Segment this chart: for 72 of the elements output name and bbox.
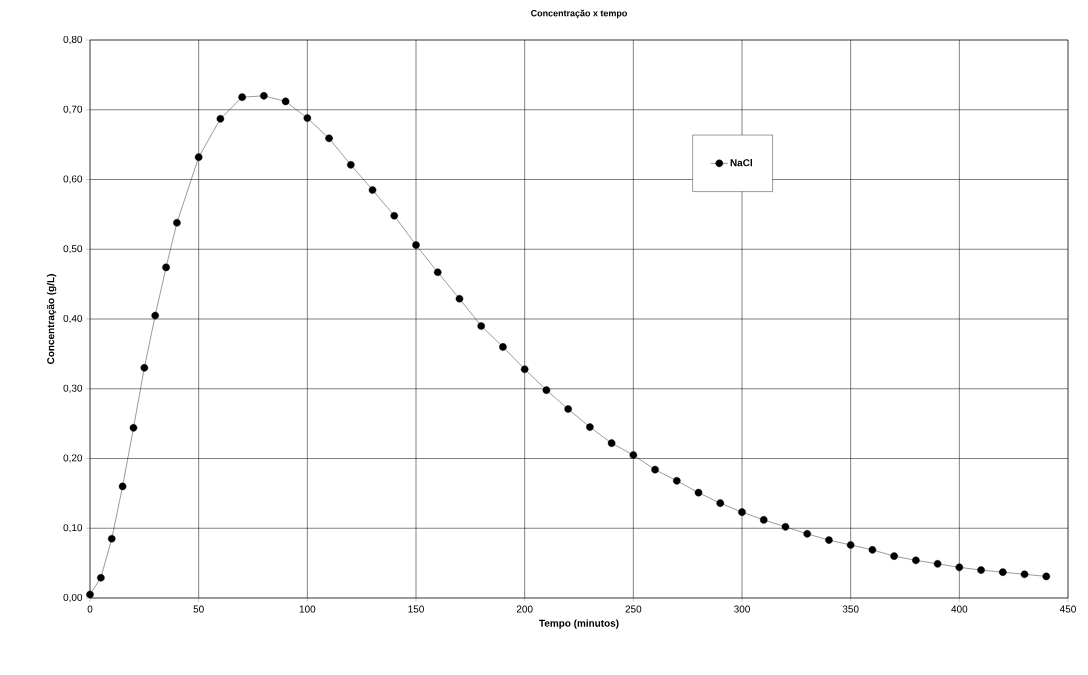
y-tick-label: 0,00 [63, 593, 83, 603]
point [86, 590, 94, 599]
y-tick-label: 0,20 [63, 454, 83, 463]
point [118, 482, 127, 491]
point [368, 186, 377, 194]
point [477, 322, 485, 330]
point [433, 268, 442, 277]
point [933, 560, 942, 568]
y-tick-label: 0,60 [63, 175, 83, 184]
point [759, 516, 768, 524]
point [129, 424, 138, 432]
x-tick-label: 450 [1059, 605, 1076, 613]
x-tick-label: 250 [625, 605, 642, 613]
point [97, 573, 105, 582]
point [890, 552, 898, 560]
x-tick-label: 150 [408, 605, 424, 613]
point [803, 530, 811, 538]
point [607, 439, 616, 447]
point [520, 365, 529, 373]
point [455, 294, 464, 303]
point [629, 451, 638, 459]
point [412, 241, 420, 249]
point [999, 568, 1007, 576]
legend-label: NaCl [730, 158, 752, 167]
y-tick-label: 0,10 [63, 524, 83, 533]
point [162, 263, 170, 272]
x-tick-label: 50 [193, 605, 204, 613]
point [825, 536, 833, 544]
chart-title: Concentração x tempo [531, 9, 627, 19]
point [955, 563, 964, 572]
x-tick-label: 400 [951, 605, 968, 613]
point [499, 343, 507, 351]
point [912, 556, 920, 565]
point [260, 92, 268, 100]
point [303, 114, 312, 122]
y-tick-label: 0,30 [63, 384, 83, 393]
point [542, 386, 551, 394]
x-tick-label: 300 [734, 605, 750, 613]
point [716, 499, 725, 507]
x-tick-label: 100 [299, 605, 316, 613]
point [173, 218, 181, 227]
y-tick-label: 0,80 [63, 35, 83, 45]
point [347, 161, 355, 169]
point [151, 311, 159, 320]
point [216, 115, 225, 123]
y-tick-label: 0,50 [63, 245, 83, 254]
y-tick-label: 0,40 [63, 314, 83, 324]
point [781, 523, 790, 531]
point [238, 93, 246, 101]
point [586, 423, 594, 431]
x-tick-label: 200 [516, 605, 533, 613]
point [977, 566, 985, 574]
point [673, 477, 681, 485]
point [281, 97, 290, 106]
point [564, 405, 572, 413]
point [194, 153, 203, 161]
point [390, 211, 399, 220]
point [107, 534, 116, 543]
point [1020, 570, 1029, 579]
point [651, 465, 659, 474]
point [140, 364, 149, 372]
x-axis-title: Tempo (minutos) [539, 619, 619, 629]
point [325, 134, 333, 143]
x-tick-label: 350 [842, 605, 859, 613]
y-tick-label: 0,70 [63, 105, 83, 114]
point [846, 541, 855, 549]
y-axis-title: Concentração (g/L) [46, 274, 57, 364]
point [868, 546, 877, 554]
point [694, 488, 703, 497]
point [738, 508, 746, 516]
point [1042, 572, 1051, 581]
x-tick-label: 0 [87, 605, 93, 613]
